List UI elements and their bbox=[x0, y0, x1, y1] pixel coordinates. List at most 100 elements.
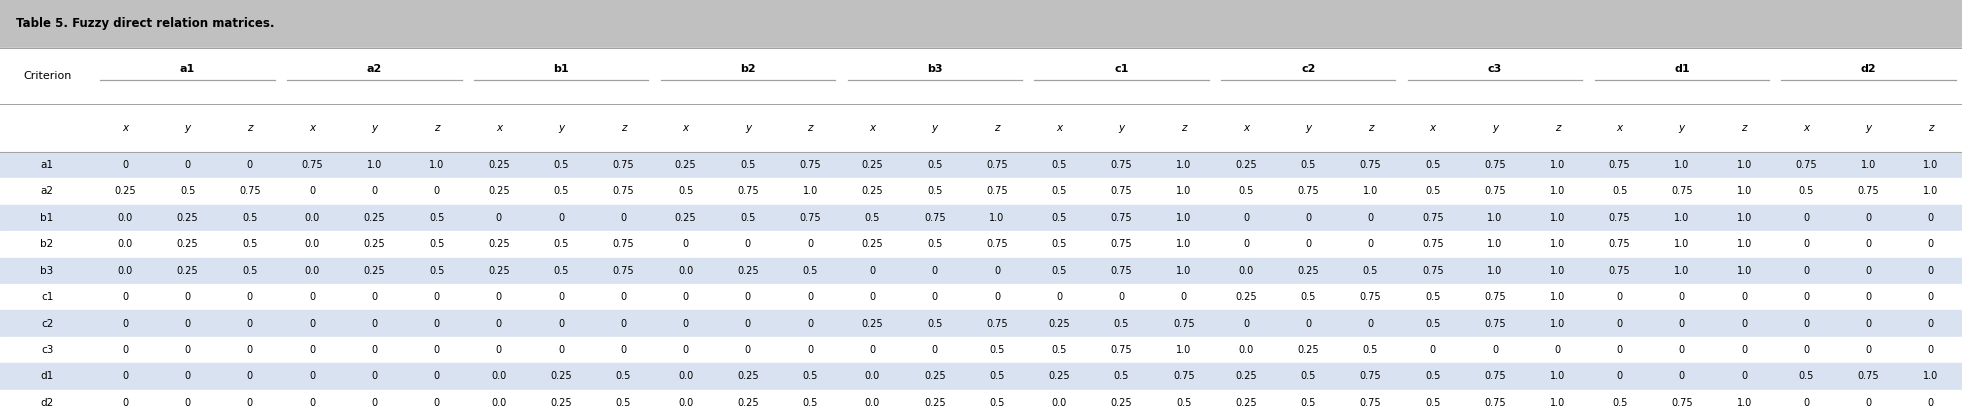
Text: 1.0: 1.0 bbox=[1487, 266, 1503, 276]
Text: 0.25: 0.25 bbox=[924, 398, 946, 408]
Text: 1.0: 1.0 bbox=[989, 213, 1005, 223]
Text: 0.25: 0.25 bbox=[1236, 292, 1258, 302]
Text: x: x bbox=[496, 123, 502, 133]
Text: 0.0: 0.0 bbox=[679, 371, 693, 381]
Text: 0: 0 bbox=[1929, 345, 1935, 355]
Text: 1.0: 1.0 bbox=[1923, 160, 1938, 170]
Text: 0: 0 bbox=[496, 213, 502, 223]
Text: 0.75: 0.75 bbox=[1858, 371, 1880, 381]
Text: 0: 0 bbox=[1929, 292, 1935, 302]
Text: 0.25: 0.25 bbox=[1110, 398, 1132, 408]
Text: 1.0: 1.0 bbox=[1175, 160, 1191, 170]
Bar bbox=[0, 48, 1962, 104]
Text: 0: 0 bbox=[746, 319, 751, 329]
Text: 0: 0 bbox=[184, 371, 190, 381]
Text: 0: 0 bbox=[434, 319, 439, 329]
Text: 0: 0 bbox=[1430, 345, 1436, 355]
Text: 0: 0 bbox=[683, 239, 689, 249]
Text: y: y bbox=[1866, 123, 1872, 133]
Text: 0: 0 bbox=[184, 398, 190, 408]
Text: 0: 0 bbox=[1679, 319, 1685, 329]
Text: 1.0: 1.0 bbox=[1550, 186, 1566, 196]
Text: 0.25: 0.25 bbox=[1236, 398, 1258, 408]
Text: 0: 0 bbox=[746, 292, 751, 302]
Text: 0.0: 0.0 bbox=[304, 239, 320, 249]
Text: 0.0: 0.0 bbox=[304, 213, 320, 223]
Text: 1.0: 1.0 bbox=[430, 160, 443, 170]
Text: 0.75: 0.75 bbox=[1173, 319, 1195, 329]
Text: 0.5: 0.5 bbox=[553, 239, 569, 249]
Text: 0: 0 bbox=[1803, 266, 1809, 276]
Text: 0.25: 0.25 bbox=[738, 266, 759, 276]
Text: 0.75: 0.75 bbox=[1483, 292, 1507, 302]
Text: 0.0: 0.0 bbox=[490, 398, 506, 408]
Text: 1.0: 1.0 bbox=[1674, 266, 1689, 276]
Text: z: z bbox=[1554, 123, 1560, 133]
Text: 0.25: 0.25 bbox=[924, 371, 946, 381]
Text: 1.0: 1.0 bbox=[1674, 213, 1689, 223]
Text: 0.25: 0.25 bbox=[738, 398, 759, 408]
Text: 0.0: 0.0 bbox=[1052, 398, 1067, 408]
Text: 0.25: 0.25 bbox=[1236, 371, 1258, 381]
Text: 0: 0 bbox=[932, 292, 938, 302]
Text: 0: 0 bbox=[122, 319, 128, 329]
Text: 0.75: 0.75 bbox=[302, 160, 324, 170]
Bar bbox=[0, 284, 1962, 310]
Text: 0: 0 bbox=[122, 345, 128, 355]
Text: z: z bbox=[808, 123, 812, 133]
Text: 0: 0 bbox=[806, 239, 812, 249]
Text: y: y bbox=[746, 123, 751, 133]
Text: 0.25: 0.25 bbox=[549, 398, 573, 408]
Text: 0.75: 0.75 bbox=[987, 186, 1008, 196]
Text: 1.0: 1.0 bbox=[1550, 292, 1566, 302]
Text: 0.5: 0.5 bbox=[1424, 292, 1440, 302]
Text: 0: 0 bbox=[1803, 292, 1809, 302]
Text: 0.5: 0.5 bbox=[1613, 186, 1626, 196]
Text: 0.5: 0.5 bbox=[616, 371, 632, 381]
Text: 0.25: 0.25 bbox=[489, 239, 510, 249]
Text: 1.0: 1.0 bbox=[1175, 266, 1191, 276]
Text: 0: 0 bbox=[1929, 266, 1935, 276]
Text: 0: 0 bbox=[371, 345, 377, 355]
Text: 0.75: 0.75 bbox=[1110, 186, 1132, 196]
Text: 0: 0 bbox=[310, 345, 316, 355]
Text: 1.0: 1.0 bbox=[1674, 160, 1689, 170]
Text: 0.25: 0.25 bbox=[363, 266, 385, 276]
Text: 0.75: 0.75 bbox=[1360, 371, 1381, 381]
Text: 0: 0 bbox=[683, 345, 689, 355]
Text: 0.5: 0.5 bbox=[430, 239, 443, 249]
Text: 0.5: 0.5 bbox=[1052, 239, 1067, 249]
Text: 0.5: 0.5 bbox=[1613, 398, 1626, 408]
Text: 0.25: 0.25 bbox=[177, 239, 198, 249]
Text: 0.5: 0.5 bbox=[1424, 186, 1440, 196]
Text: c1: c1 bbox=[41, 292, 53, 302]
Text: x: x bbox=[1430, 123, 1436, 133]
Text: 0: 0 bbox=[746, 345, 751, 355]
Text: 0.5: 0.5 bbox=[802, 371, 818, 381]
Bar bbox=[0, 104, 1962, 152]
Text: 0: 0 bbox=[869, 292, 875, 302]
Text: 0: 0 bbox=[434, 186, 439, 196]
Text: 0: 0 bbox=[434, 345, 439, 355]
Text: 0.25: 0.25 bbox=[489, 186, 510, 196]
Text: 0: 0 bbox=[310, 371, 316, 381]
Text: b1: b1 bbox=[553, 64, 569, 74]
Bar bbox=[0, 389, 1962, 416]
Text: 0: 0 bbox=[1803, 398, 1809, 408]
Text: 0: 0 bbox=[1181, 292, 1187, 302]
Bar bbox=[0, 231, 1962, 258]
Text: 0.75: 0.75 bbox=[1483, 186, 1507, 196]
Text: 0: 0 bbox=[995, 266, 1001, 276]
Text: Table 5. Fuzzy direct relation matrices.: Table 5. Fuzzy direct relation matrices. bbox=[16, 17, 275, 30]
Text: 0.75: 0.75 bbox=[1360, 292, 1381, 302]
Text: 0.75: 0.75 bbox=[987, 160, 1008, 170]
Text: 0: 0 bbox=[557, 319, 565, 329]
Text: 0: 0 bbox=[247, 319, 253, 329]
Text: 0.5: 0.5 bbox=[1052, 266, 1067, 276]
Text: 0.5: 0.5 bbox=[1052, 345, 1067, 355]
Text: y: y bbox=[184, 123, 190, 133]
Text: 1.0: 1.0 bbox=[1674, 239, 1689, 249]
Text: y: y bbox=[1305, 123, 1311, 133]
Text: 0: 0 bbox=[557, 292, 565, 302]
Text: 1.0: 1.0 bbox=[1487, 213, 1503, 223]
